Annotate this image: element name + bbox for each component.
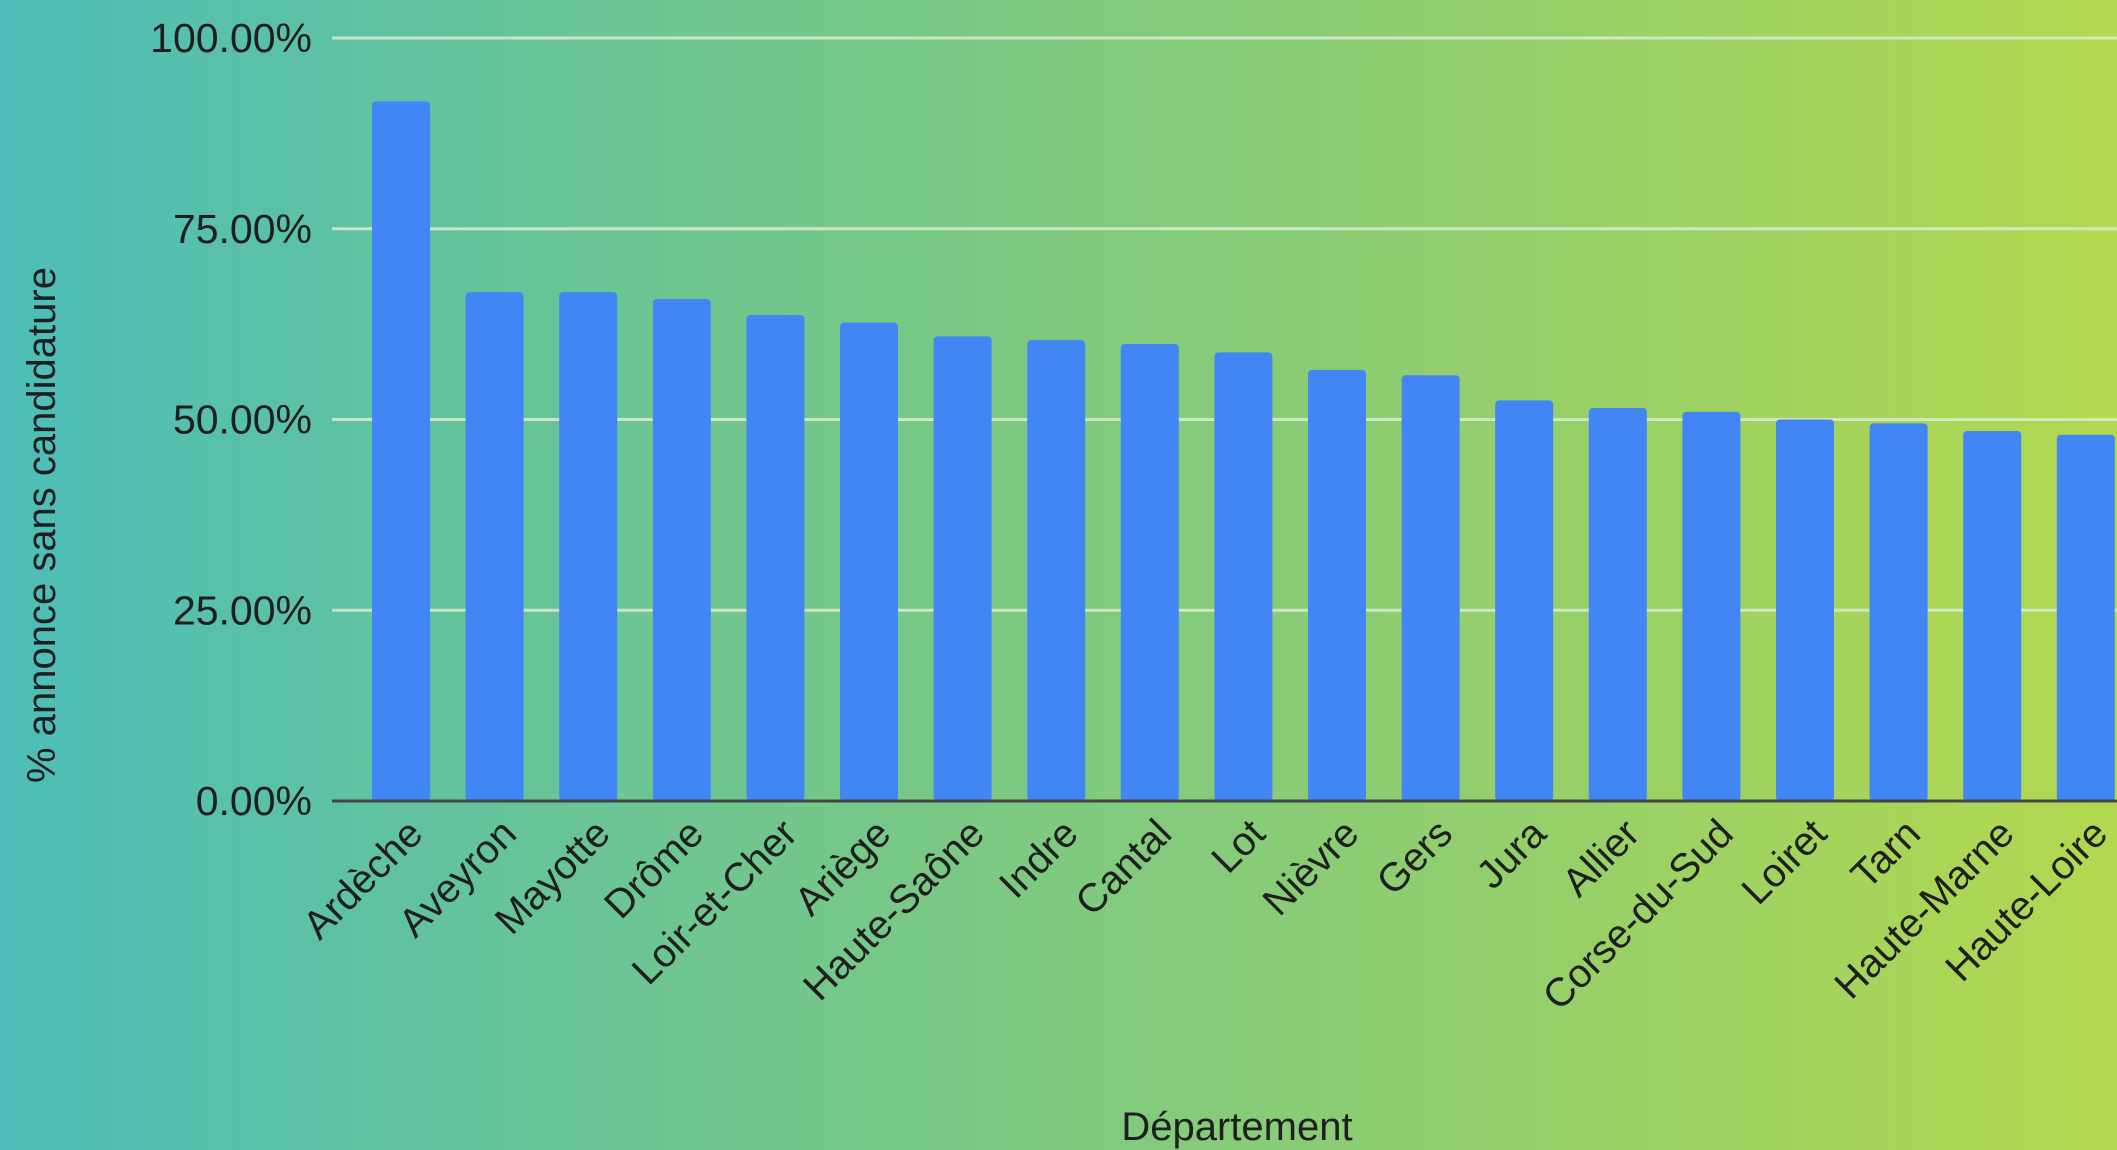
bar — [1495, 400, 1554, 801]
bar — [1963, 430, 2022, 801]
bar — [1776, 419, 1834, 801]
bar — [372, 101, 430, 802]
x-category-label: Cantal — [1067, 811, 1180, 924]
bar — [1401, 375, 1460, 801]
bar — [2056, 434, 2115, 801]
x-category-label: Nièvre — [1255, 811, 1368, 924]
bar — [840, 322, 898, 801]
bars — [372, 101, 2115, 802]
bar — [652, 298, 711, 801]
y-tick-label: 50.00% — [173, 397, 312, 443]
y-tick-label: 100.00% — [150, 15, 312, 61]
y-axis-ticks: 0.00% 25.00% 50.00% 75.00% 100.00% — [150, 15, 312, 824]
x-category-label: Gers — [1369, 811, 1461, 903]
bar — [1869, 423, 1928, 801]
bar — [1120, 343, 1179, 801]
bar — [1682, 411, 1741, 801]
y-axis-title: % annonce sans candidature — [20, 267, 64, 783]
y-tick-label: 75.00% — [173, 206, 312, 252]
bar — [559, 292, 618, 801]
bar — [1027, 340, 1086, 801]
bar — [933, 336, 992, 801]
x-category-label: Tarn — [1843, 811, 1929, 897]
bar — [746, 314, 805, 801]
x-axis-categories: ArdècheAveyronMayotteDrômeLoir-et-CherAr… — [295, 811, 2116, 1019]
y-tick-label: 25.00% — [173, 587, 312, 633]
x-category-label: Loiret — [1733, 811, 1835, 913]
y-tick-label: 0.00% — [196, 778, 312, 824]
x-category-label: Lot — [1203, 811, 1273, 881]
x-category-label: Jura — [1468, 811, 1555, 898]
bar — [1308, 369, 1366, 801]
bar — [465, 292, 524, 801]
bar — [1588, 408, 1647, 801]
x-axis-title: Département — [1121, 1105, 1352, 1149]
bar — [1214, 352, 1273, 801]
